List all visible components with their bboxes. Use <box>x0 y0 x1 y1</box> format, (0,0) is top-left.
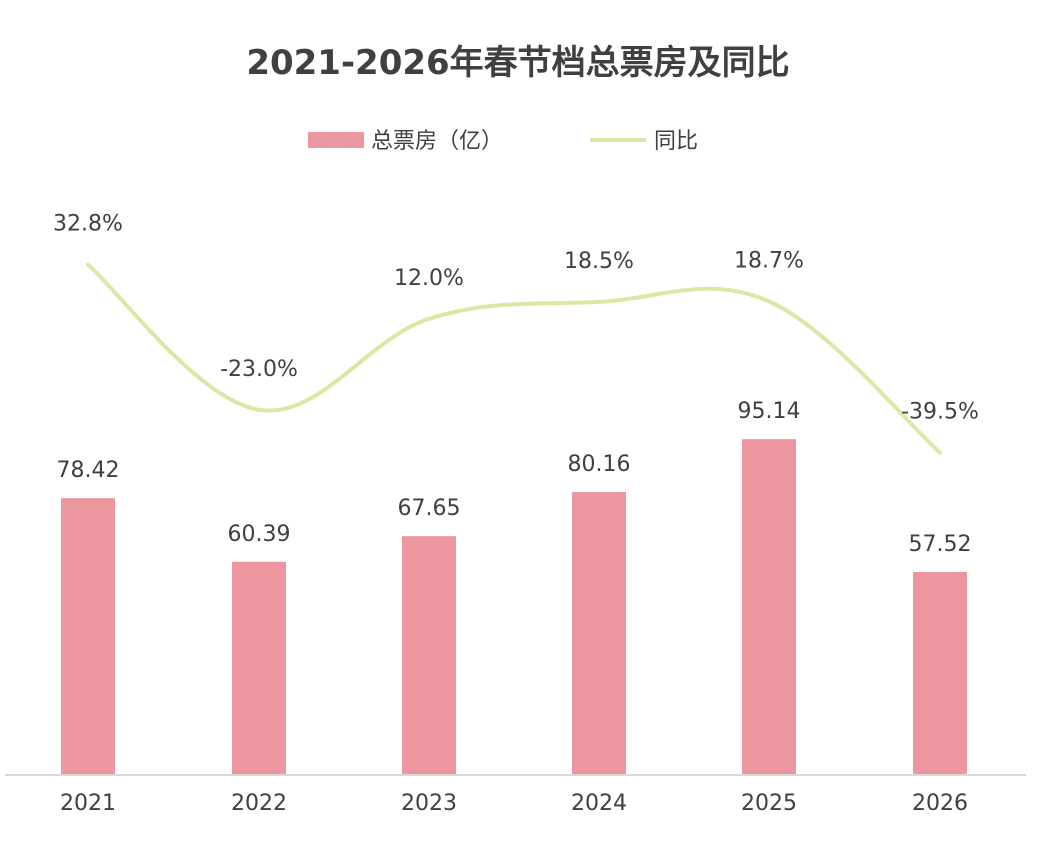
x-tick-2021: 2021 <box>60 791 116 816</box>
x-tick-2025: 2025 <box>741 791 797 816</box>
yoy-label-2025: 18.7% <box>734 248 804 273</box>
bar-label-2021: 78.42 <box>57 458 120 483</box>
chart-title: 2021-2026年春节档总票房及同比 <box>246 43 789 83</box>
bar-label-2023: 67.65 <box>398 496 461 521</box>
bar-label-2026: 57.52 <box>909 532 972 557</box>
bars-group <box>61 439 967 775</box>
legend: 总票房（亿） 同比 <box>308 129 698 154</box>
yoy-label-2022: -23.0% <box>220 357 298 382</box>
legend-label-yoy: 同比 <box>654 129 698 154</box>
bar-label-2025: 95.14 <box>738 399 801 424</box>
bar-2024 <box>572 492 626 775</box>
bar-label-2022: 60.39 <box>228 522 291 547</box>
legend-swatch-box-office <box>308 132 364 148</box>
x-tick-2026: 2026 <box>912 791 968 816</box>
yoy-label-2024: 18.5% <box>564 249 634 274</box>
bar-2022 <box>232 561 286 775</box>
x-tick-2023: 2023 <box>401 791 457 816</box>
yoy-label-2026: -39.5% <box>901 400 979 425</box>
x-tick-2024: 2024 <box>571 791 627 816</box>
bar-label-2024: 80.16 <box>568 452 631 477</box>
bar-2023 <box>402 536 456 775</box>
x-tick-2022: 2022 <box>231 791 287 816</box>
yoy-label-2023: 12.0% <box>394 266 464 291</box>
bar-2026 <box>913 571 967 775</box>
x-axis-tick-labels: 2021 2022 2023 2024 2025 2026 <box>60 791 968 816</box>
bar-2025 <box>742 439 796 775</box>
yoy-label-2021: 32.8% <box>53 212 123 237</box>
yoy-line <box>86 262 942 455</box>
legend-label-box-office: 总票房（亿） <box>371 129 503 154</box>
bar-value-labels: 78.42 60.39 67.65 80.16 95.14 57.52 <box>57 399 972 557</box>
yoy-value-labels: 32.8% -23.0% 12.0% 18.5% 18.7% -39.5% <box>53 212 979 425</box>
bar-2021 <box>61 498 115 775</box>
